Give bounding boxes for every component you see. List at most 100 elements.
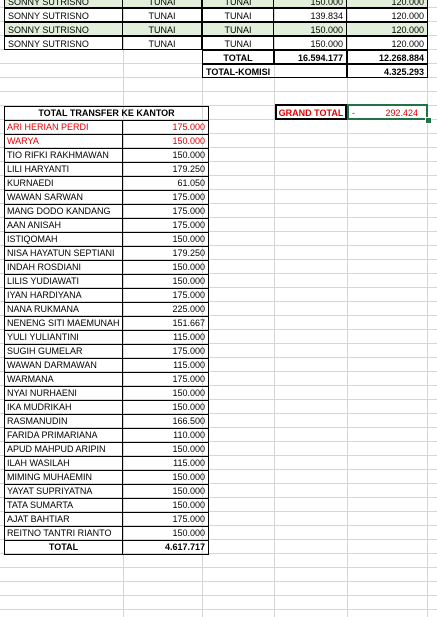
transfer-name[interactable]: RASMANUDIN: [4, 414, 123, 429]
top-row-pay1[interactable]: TUNAI: [123, 8, 202, 22]
top-row-pay1[interactable]: TUNAI: [123, 22, 202, 36]
transfer-value[interactable]: 150.000: [122, 470, 209, 485]
transfer-row: NISA HAYATUN SEPTIANI 179.250: [4, 246, 209, 261]
top-row-v2[interactable]: 120.000: [347, 22, 428, 36]
selection-handle[interactable]: [425, 117, 432, 124]
total-label[interactable]: TOTAL: [202, 50, 274, 64]
grand-total-label[interactable]: GRAND TOTAL: [275, 104, 347, 120]
transfer-row: IYAN HARDIYANA 175.000: [4, 288, 209, 303]
transfer-name[interactable]: IYAN HARDIYANA: [4, 288, 123, 303]
top-row-v2[interactable]: 120.000: [347, 36, 428, 50]
transfer-name[interactable]: ISTIQOMAH: [4, 232, 123, 247]
transfer-name[interactable]: WAWAN DARMAWAN: [4, 358, 123, 373]
grand-total-value: 292.424: [385, 108, 418, 118]
transfer-row: ISTIQOMAH 150.000: [4, 232, 209, 247]
top-row-pay2[interactable]: TUNAI: [202, 8, 274, 22]
grand-total-cell[interactable]: - 292.424: [347, 104, 428, 120]
transfer-name[interactable]: NANA RUKMANA: [4, 302, 123, 317]
top-row-v2[interactable]: 120.000: [347, 0, 428, 8]
transfer-value[interactable]: 150.000: [122, 386, 209, 401]
transfer-name[interactable]: WARMANA: [4, 372, 123, 387]
top-row-pay1[interactable]: TUNAI: [123, 0, 202, 8]
transfer-name[interactable]: YULI YULIANTINI: [4, 330, 123, 345]
transfer-value[interactable]: 175.000: [122, 190, 209, 205]
transfer-name[interactable]: TATA SUMARTA: [4, 498, 123, 513]
transfer-name[interactable]: LILIS YUDIAWATI: [4, 274, 123, 289]
transfer-name[interactable]: AJAT BAHTIAR: [4, 512, 123, 527]
transfer-name[interactable]: AAN ANISAH: [4, 218, 123, 233]
top-row-name[interactable]: SONNY SUTRISNO: [4, 8, 123, 22]
transfer-value[interactable]: 61.050: [122, 176, 209, 191]
transfer-name[interactable]: LILI HARYANTI: [4, 162, 123, 177]
transfer-value[interactable]: 179.250: [122, 162, 209, 177]
transfer-name[interactable]: FARIDA PRIMARIANA: [4, 428, 123, 443]
transfer-name[interactable]: WARYA: [4, 134, 123, 149]
transfer-name[interactable]: ILAH WASILAH: [4, 456, 123, 471]
transfer-name[interactable]: ARI HERIAN PERDI: [4, 120, 123, 135]
top-row-name[interactable]: SONNY SUTRISNO: [4, 22, 123, 36]
transfer-value[interactable]: 150.000: [122, 232, 209, 247]
transfer-value[interactable]: 175.000: [122, 288, 209, 303]
transfer-value[interactable]: 150.000: [122, 134, 209, 149]
transfer-value[interactable]: 150.000: [122, 484, 209, 499]
total-v2[interactable]: 12.268.884: [347, 50, 428, 64]
transfer-name[interactable]: NYAI NURHAENI: [4, 386, 123, 401]
transfer-header[interactable]: TOTAL TRANSFER KE KANTOR: [4, 106, 209, 121]
transfer-value[interactable]: 150.000: [122, 498, 209, 513]
transfer-name[interactable]: NISA HAYATUN SEPTIANI: [4, 246, 123, 261]
transfer-name[interactable]: REITNO TANTRI RIANTO: [4, 526, 123, 541]
transfer-value[interactable]: 115.000: [122, 456, 209, 471]
transfer-name[interactable]: SUGIH GUMELAR: [4, 344, 123, 359]
transfer-value[interactable]: 150.000: [122, 148, 209, 163]
top-row-v1[interactable]: 139.834: [274, 8, 347, 22]
transfer-value[interactable]: 175.000: [122, 204, 209, 219]
transfer-value[interactable]: 175.000: [122, 120, 209, 135]
total-v1[interactable]: 16.594.177: [274, 50, 347, 64]
total-komisi-label[interactable]: TOTAL-KOMISI: [202, 64, 347, 78]
top-row-pay2[interactable]: TUNAI: [202, 36, 274, 50]
transfer-value[interactable]: 110.000: [122, 428, 209, 443]
transfer-value[interactable]: 150.000: [122, 442, 209, 457]
transfer-value[interactable]: 166.500: [122, 414, 209, 429]
transfer-value[interactable]: 150.000: [122, 260, 209, 275]
transfer-row: IKA MUDRIKAH 150.000: [4, 400, 209, 415]
transfer-value[interactable]: 115.000: [122, 330, 209, 345]
transfer-total-label[interactable]: TOTAL: [4, 540, 123, 555]
transfer-name[interactable]: WAWAN SARWAN: [4, 190, 123, 205]
transfer-value[interactable]: 179.250: [122, 246, 209, 261]
transfer-row: ARI HERIAN PERDI 175.000: [4, 120, 209, 135]
transfer-value[interactable]: 151.667: [122, 316, 209, 331]
top-row-v1[interactable]: 150.000: [274, 22, 347, 36]
total-komisi-value[interactable]: 4.325.293: [347, 64, 428, 78]
transfer-name[interactable]: IKA MUDRIKAH: [4, 400, 123, 415]
transfer-value[interactable]: 175.000: [122, 344, 209, 359]
transfer-value[interactable]: 175.000: [122, 372, 209, 387]
transfer-name[interactable]: NENENG SITI MAEMUNAH: [4, 316, 123, 331]
top-row-name[interactable]: SONNY SUTRISNO: [4, 0, 123, 8]
top-row-v1[interactable]: 150.000: [274, 0, 347, 8]
transfer-value[interactable]: 150.000: [122, 526, 209, 541]
top-row-pay2[interactable]: TUNAI: [202, 0, 274, 8]
transfer-value[interactable]: 150.000: [122, 274, 209, 289]
top-row-pay2[interactable]: TUNAI: [202, 22, 274, 36]
transfer-value[interactable]: 150.000: [122, 400, 209, 415]
transfer-value[interactable]: 175.000: [122, 512, 209, 527]
grand-total-dash: -: [352, 108, 355, 118]
top-row-name[interactable]: SONNY SUTRISNO: [4, 36, 123, 50]
transfer-name[interactable]: KURNAEDI: [4, 176, 123, 191]
top-row-v1[interactable]: 150.000: [274, 36, 347, 50]
top-row-v2[interactable]: 120.000: [347, 8, 428, 22]
transfer-name[interactable]: TIO RIFKI RAKHMAWAN: [4, 148, 123, 163]
transfer-row: NENENG SITI MAEMUNAH 151.667: [4, 316, 209, 331]
transfer-name[interactable]: YAYAT SUPRIYATNA: [4, 484, 123, 499]
transfer-value[interactable]: 115.000: [122, 358, 209, 373]
transfer-total-value[interactable]: 4.617.717: [122, 540, 209, 555]
transfer-name[interactable]: MIMING MUHAEMIN: [4, 470, 123, 485]
transfer-name[interactable]: MANG DODO KANDANG: [4, 204, 123, 219]
transfer-name[interactable]: APUD MAHPUD ARIPIN: [4, 442, 123, 457]
transfer-value[interactable]: 175.000: [122, 218, 209, 233]
transfer-row: WAWAN SARWAN 175.000: [4, 190, 209, 205]
transfer-value[interactable]: 225.000: [122, 302, 209, 317]
top-row-pay1[interactable]: TUNAI: [123, 36, 202, 50]
transfer-name[interactable]: INDAH ROSDIANI: [4, 260, 123, 275]
